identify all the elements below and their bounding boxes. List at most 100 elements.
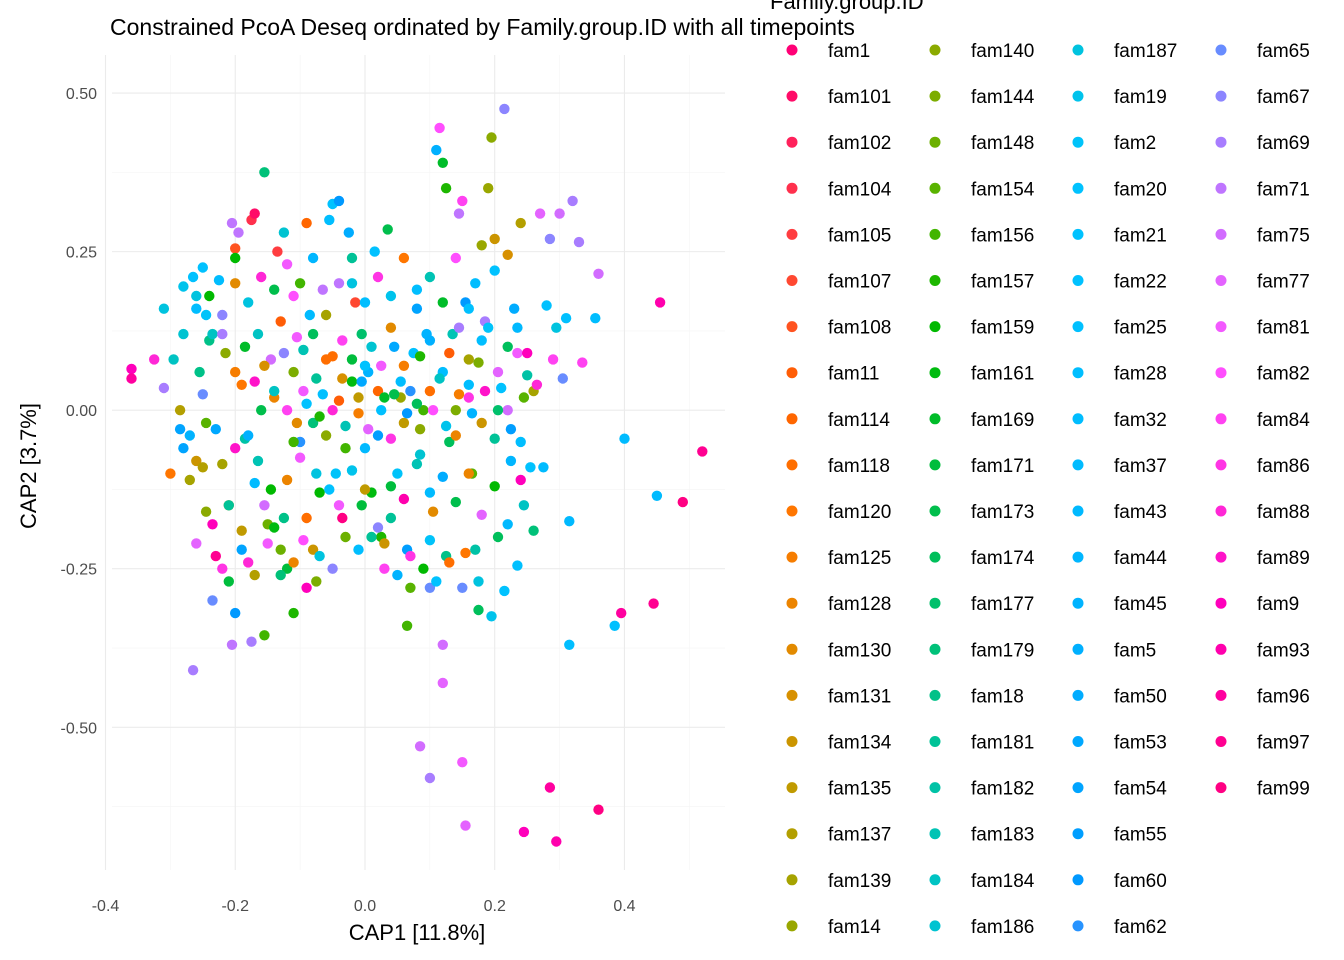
legend-key bbox=[1215, 44, 1227, 56]
data-point bbox=[424, 535, 436, 546]
data-point bbox=[518, 826, 530, 838]
data-point bbox=[473, 357, 484, 368]
data-point bbox=[489, 481, 500, 492]
data-point bbox=[333, 195, 345, 207]
data-point bbox=[564, 516, 575, 527]
data-point bbox=[359, 360, 371, 371]
legend-key bbox=[1215, 90, 1227, 102]
data-point bbox=[444, 557, 455, 568]
data-point bbox=[385, 433, 397, 444]
data-point bbox=[379, 563, 390, 574]
legend-item: fam131 bbox=[786, 686, 891, 707]
legend-item: fam130 bbox=[786, 640, 891, 661]
legend-key bbox=[1215, 228, 1227, 240]
legend-key bbox=[929, 505, 941, 517]
legend-item: fam21 bbox=[1072, 225, 1167, 246]
data-point bbox=[191, 290, 202, 302]
data-point bbox=[239, 341, 251, 352]
data-point bbox=[483, 183, 494, 194]
chart-title: Constrained PcoA Deseq ordinated by Fami… bbox=[110, 14, 855, 40]
legend-item: fam139 bbox=[786, 871, 891, 892]
legend-item: fam148 bbox=[929, 133, 1034, 154]
legend-label: fam14 bbox=[828, 917, 881, 938]
legend-title: Family.group.ID bbox=[770, 0, 924, 14]
data-point bbox=[223, 576, 234, 587]
data-point bbox=[372, 271, 384, 283]
legend-item: fam187 bbox=[1072, 41, 1177, 62]
data-point bbox=[294, 452, 306, 463]
legend-label: fam69 bbox=[1257, 133, 1310, 154]
data-point bbox=[269, 522, 280, 533]
data-point bbox=[440, 420, 452, 432]
legend-label: fam19 bbox=[1114, 87, 1167, 108]
data-point bbox=[236, 544, 247, 555]
data-point bbox=[210, 550, 221, 562]
legend-key bbox=[1072, 551, 1084, 563]
data-point bbox=[376, 360, 387, 371]
legend-label: fam86 bbox=[1257, 456, 1310, 477]
data-point bbox=[502, 519, 513, 530]
data-point bbox=[314, 411, 325, 422]
legend-item: fam97 bbox=[1215, 733, 1310, 754]
legend-key bbox=[1215, 505, 1227, 517]
legend-label: fam186 bbox=[971, 917, 1034, 938]
data-point bbox=[476, 240, 487, 251]
data-point bbox=[453, 322, 465, 333]
data-point bbox=[418, 405, 429, 416]
data-point bbox=[327, 405, 338, 416]
legend-item: fam81 bbox=[1215, 318, 1310, 339]
legend-label: fam45 bbox=[1114, 594, 1167, 615]
legend-label: fam75 bbox=[1257, 225, 1310, 246]
data-point bbox=[200, 417, 212, 429]
legend-key bbox=[1072, 505, 1084, 517]
legend-item: fam104 bbox=[786, 179, 892, 200]
data-point bbox=[616, 607, 627, 619]
data-point bbox=[405, 385, 416, 397]
data-point bbox=[149, 354, 160, 365]
legend-item: fam77 bbox=[1215, 272, 1310, 293]
data-point bbox=[217, 328, 228, 340]
legend-item: fam84 bbox=[1215, 410, 1310, 431]
legend-item: fam69 bbox=[1215, 133, 1310, 154]
data-point bbox=[249, 569, 260, 581]
data-point bbox=[359, 297, 371, 308]
legend-key bbox=[929, 228, 941, 240]
data-point bbox=[204, 290, 215, 302]
legend-key bbox=[1072, 874, 1084, 886]
data-point bbox=[434, 373, 445, 384]
legend-key bbox=[1215, 459, 1227, 471]
legend-label: fam108 bbox=[828, 318, 891, 339]
data-point bbox=[476, 335, 487, 346]
data-point bbox=[424, 271, 436, 283]
legend-item: fam154 bbox=[929, 179, 1035, 200]
data-point bbox=[337, 512, 348, 524]
legend-item: fam179 bbox=[929, 640, 1034, 661]
data-point bbox=[343, 227, 354, 238]
data-point bbox=[573, 236, 585, 248]
legend-key bbox=[786, 367, 798, 379]
legend-label: fam183 bbox=[971, 825, 1034, 846]
y-tick-label: 0.25 bbox=[66, 245, 97, 262]
legend-label: fam1 bbox=[828, 41, 870, 62]
data-point bbox=[363, 424, 374, 435]
legend-label: fam18 bbox=[971, 686, 1024, 707]
data-point bbox=[256, 405, 267, 416]
legend-item: fam1 bbox=[786, 41, 870, 62]
legend-key bbox=[929, 182, 941, 194]
legend-label: fam161 bbox=[971, 364, 1034, 385]
legend-item: fam157 bbox=[929, 272, 1034, 293]
legend-item: fam11 bbox=[786, 364, 879, 385]
legend-label: fam77 bbox=[1257, 272, 1310, 293]
legend-label: fam140 bbox=[971, 41, 1034, 62]
legend: fam1 fam101 fam102 fam104 fam105 fam107 fam108… bbox=[786, 41, 1310, 938]
data-point bbox=[450, 252, 461, 264]
data-point bbox=[207, 519, 218, 530]
data-point bbox=[483, 322, 494, 333]
data-point bbox=[174, 405, 186, 416]
legend-item: fam125 bbox=[786, 548, 891, 569]
legend-item: fam177 bbox=[929, 594, 1034, 615]
data-point bbox=[398, 417, 410, 429]
data-point bbox=[301, 512, 312, 524]
data-point bbox=[385, 290, 397, 302]
data-point bbox=[489, 265, 500, 276]
